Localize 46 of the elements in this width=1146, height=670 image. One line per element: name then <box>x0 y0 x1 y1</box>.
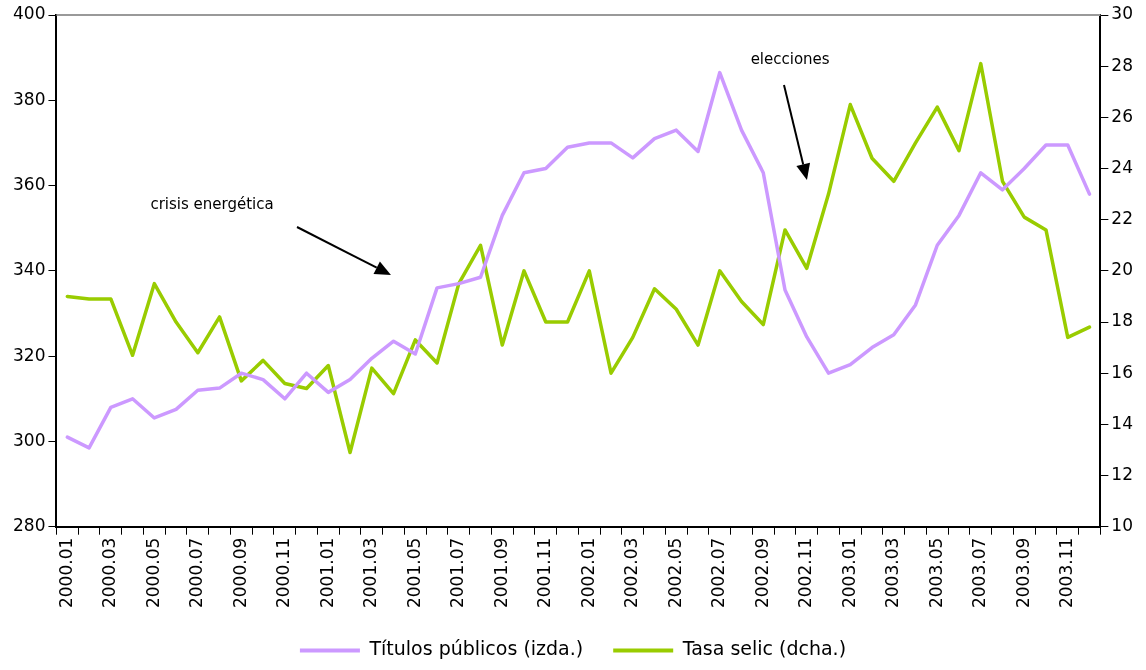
annotation: crisis energética <box>150 195 274 213</box>
y2-tick-label: 10 <box>1111 515 1134 536</box>
x-tick-label: 2003.03 <box>882 537 903 609</box>
x-tick-label: 2001.05 <box>403 537 424 609</box>
x-tick-label: 2003.01 <box>838 537 859 609</box>
x-tick-label: 2003.09 <box>1012 537 1033 609</box>
x-tick-label: 2003.05 <box>925 537 946 609</box>
x-tick-label: 2001.01 <box>316 537 337 609</box>
y2-tick-label: 18 <box>1111 310 1134 331</box>
y2-tick-label: 14 <box>1111 412 1134 433</box>
y-tick-label: 380 <box>12 88 46 109</box>
x-tick-label: 2002.03 <box>621 537 642 609</box>
y2-tick-label: 20 <box>1111 259 1134 280</box>
y-tick-label: 280 <box>12 515 46 536</box>
y2-tick-label: 12 <box>1111 463 1134 484</box>
x-tick-label: 2000.05 <box>142 537 163 609</box>
y-tick-label: 400 <box>12 3 46 24</box>
x-tick-label: 2000.01 <box>55 537 76 609</box>
x-tick-label: 2002.07 <box>708 537 729 609</box>
y2-tick-label: 28 <box>1111 54 1134 75</box>
x-tick-label: 2003.11 <box>1056 537 1077 609</box>
x-tick-label: 2000.03 <box>99 537 120 609</box>
y2-tick-label: 26 <box>1111 105 1134 126</box>
x-tick-label: 2002.05 <box>664 537 685 609</box>
x-tick-label: 2000.07 <box>186 537 207 609</box>
y2-tick-label: 24 <box>1111 156 1134 177</box>
y2-tick-label: 30 <box>1111 3 1134 24</box>
y-tick-label: 340 <box>12 259 46 280</box>
x-tick-label: 2003.07 <box>969 537 990 609</box>
legend-label: Títulos públicos (izda.) <box>368 637 584 660</box>
x-tick-label: 2001.03 <box>360 537 381 609</box>
x-tick-label: 2002.09 <box>751 537 772 609</box>
x-tick-label: 2000.09 <box>229 537 250 609</box>
y-tick-label: 300 <box>12 429 46 450</box>
x-tick-label: 2001.11 <box>534 537 555 609</box>
y-tick-label: 320 <box>12 344 46 365</box>
x-tick-label: 2000.11 <box>273 537 294 609</box>
y2-tick-label: 16 <box>1111 361 1134 382</box>
y2-tick-label: 22 <box>1111 208 1134 229</box>
x-tick-label: 2002.11 <box>795 537 816 609</box>
annotation: elecciones <box>750 50 830 68</box>
legend-label: Tasa selic (dcha.) <box>681 637 847 660</box>
x-tick-label: 2001.07 <box>447 537 468 609</box>
x-tick-label: 2001.09 <box>490 537 511 609</box>
x-tick-label: 2002.01 <box>577 537 598 609</box>
y-tick-label: 360 <box>12 173 46 194</box>
